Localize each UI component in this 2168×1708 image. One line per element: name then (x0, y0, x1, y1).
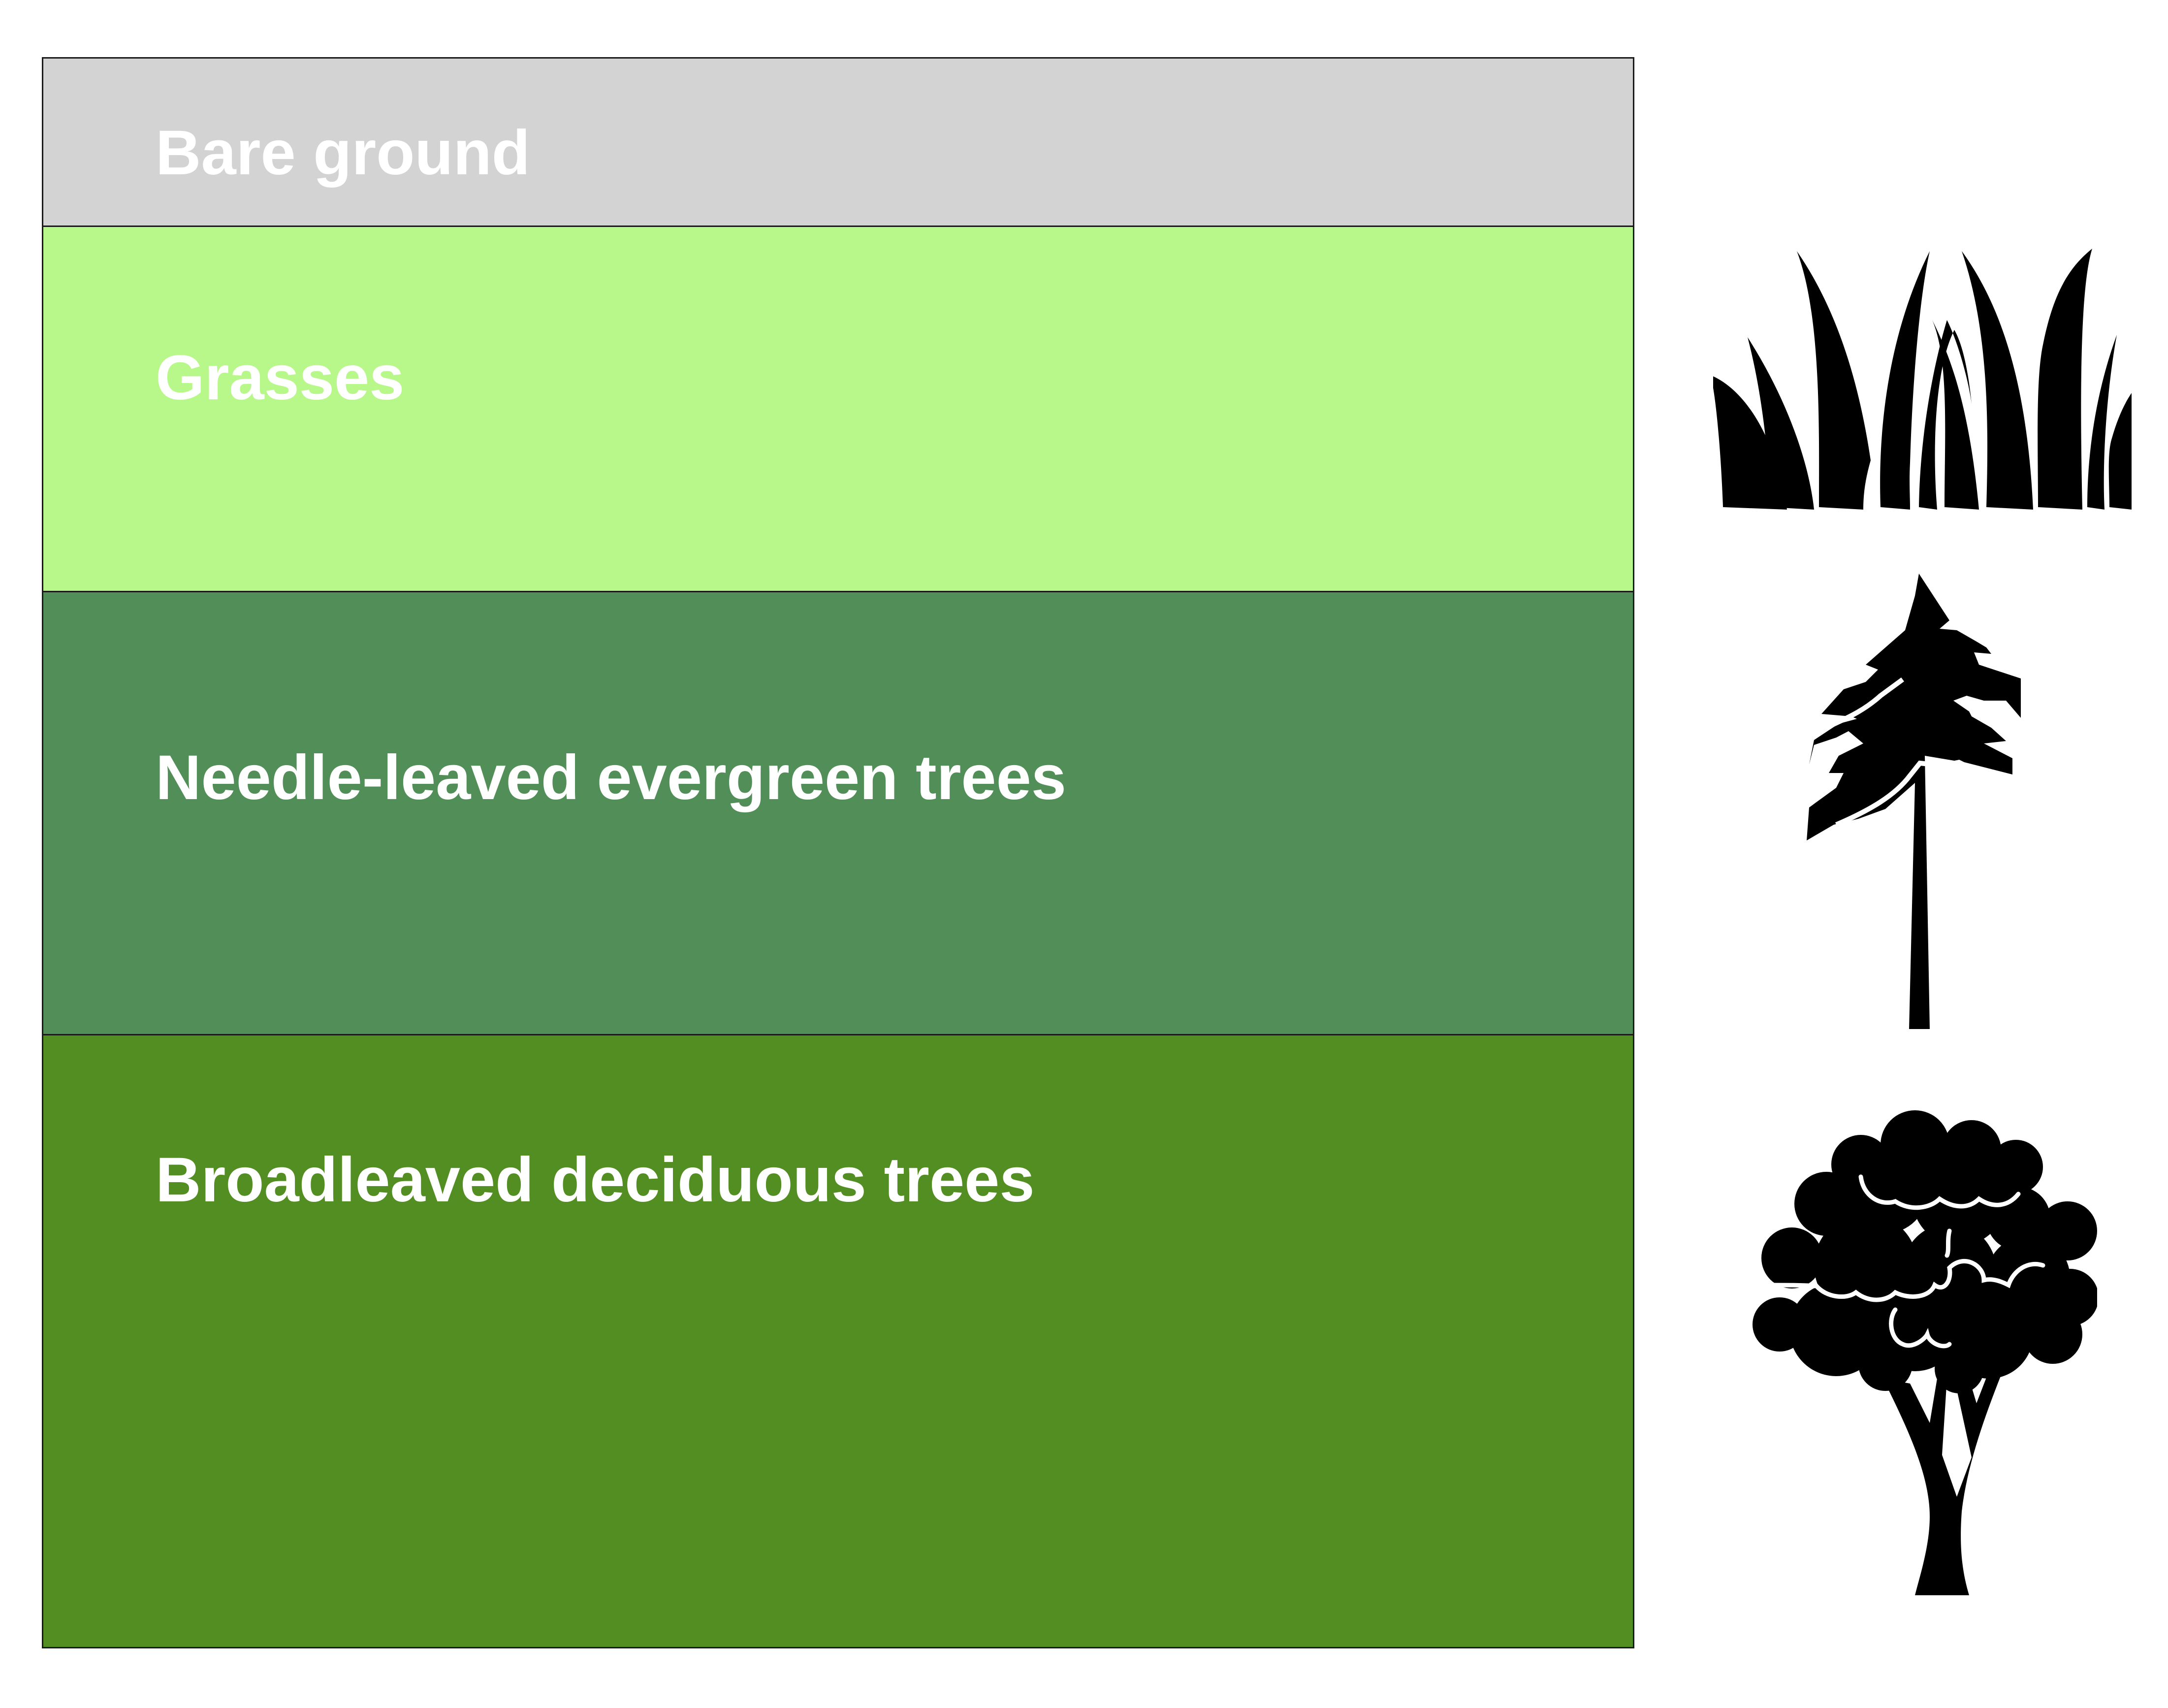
band-bare-ground: Bare ground (43, 59, 1633, 227)
band-label-grasses: Grasses (156, 343, 405, 413)
band-label-broadleaved-trees: Broadleaved deciduous trees (156, 1145, 1035, 1215)
band-broadleaved-trees: Broadleaved deciduous trees (43, 1035, 1633, 1647)
band-needle-leaved-trees: Needle-leaved evergreen trees (43, 592, 1633, 1035)
band-grasses: Grasses (43, 227, 1633, 592)
grass-icon (1713, 241, 2132, 510)
broadleaf-tree-icon (1753, 1103, 2097, 1595)
pine-tree-icon (1802, 574, 2053, 1029)
vegetation-layer-stack: Bare ground Grasses Needle-leaved evergr… (42, 57, 1634, 1648)
band-label-bare-ground: Bare ground (156, 118, 530, 188)
band-label-needle-leaved-trees: Needle-leaved evergreen trees (156, 742, 1066, 813)
